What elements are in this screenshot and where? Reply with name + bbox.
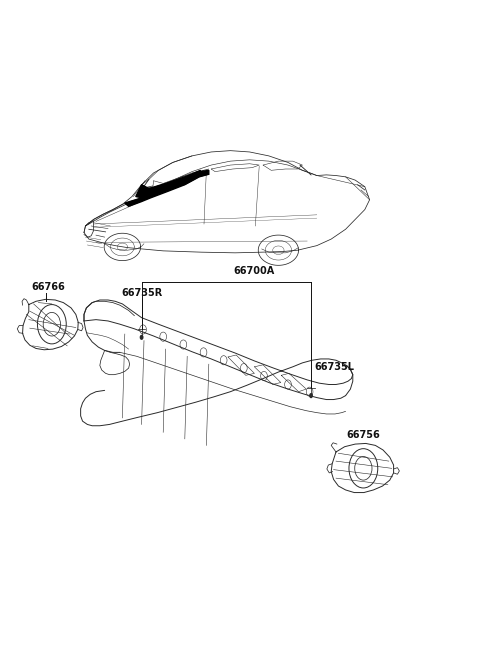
Circle shape bbox=[309, 393, 313, 398]
Text: 66756: 66756 bbox=[347, 430, 380, 440]
Polygon shape bbox=[125, 170, 209, 206]
Polygon shape bbox=[136, 170, 201, 198]
Text: 66766: 66766 bbox=[31, 282, 65, 292]
Text: 66700A: 66700A bbox=[234, 267, 275, 276]
Text: 66735R: 66735R bbox=[121, 288, 162, 298]
Text: 66735L: 66735L bbox=[314, 362, 354, 372]
Circle shape bbox=[140, 335, 144, 340]
